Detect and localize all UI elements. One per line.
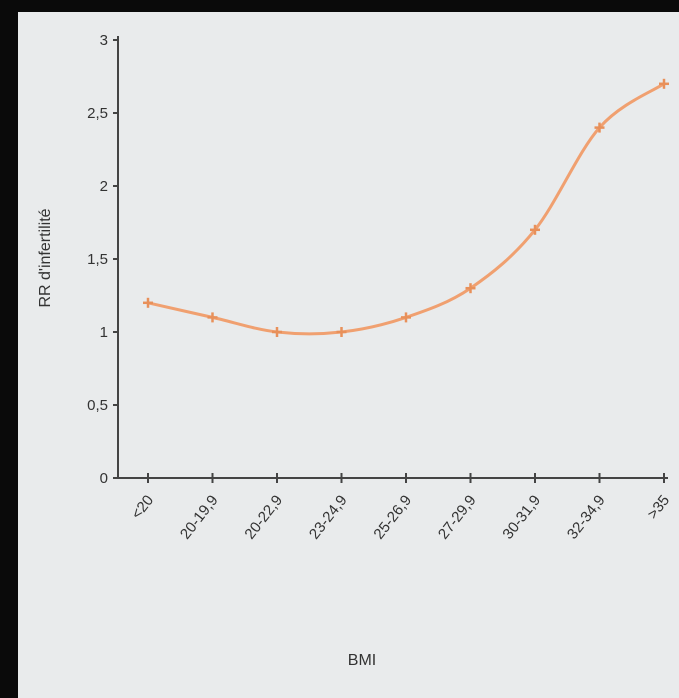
data-point (272, 327, 282, 337)
x-tick-label: 25-26,9 (370, 492, 415, 543)
x-tick-label: 20-19,9 (177, 492, 222, 543)
x-tick-label: 32-34,9 (564, 492, 609, 543)
data-point (659, 78, 669, 89)
data-point (401, 312, 411, 323)
y-tick-label: 2,5 (87, 105, 108, 122)
y-axis-title: RR d'infertilité (37, 208, 54, 307)
x-ticks: <20 20-19,9 20-22,9 23-24,9 25-26,9 27-29,9 30… (128, 473, 673, 543)
y-tick-label: 1 (100, 324, 108, 341)
x-tick-label: 30-31,9 (499, 492, 544, 543)
y-tick-label: 0,5 (87, 397, 108, 414)
y-tick-label: 1,5 (87, 251, 108, 268)
x-tick-label: 27-29,9 (435, 492, 480, 543)
x-tick-label: >35 (644, 492, 673, 523)
data-point (594, 122, 605, 133)
y-ticks: 0 0,5 1 1,5 2 2,5 3 (87, 32, 118, 487)
data-point (530, 224, 540, 235)
axes (117, 36, 668, 479)
x-tick-label: 20-22,9 (241, 492, 286, 543)
x-axis-title: BMI (348, 652, 376, 669)
data-point (465, 283, 476, 294)
series-line (146, 82, 666, 336)
data-point (336, 327, 347, 337)
y-tick-label: 0 (100, 470, 108, 487)
y-tick-label: 3 (100, 32, 108, 49)
data-point (207, 312, 218, 323)
x-tick-label: <20 (128, 492, 157, 523)
x-tick-label: 23-24,9 (306, 492, 351, 543)
data-point (143, 297, 153, 308)
series (143, 78, 669, 337)
y-tick-label: 2 (100, 178, 108, 195)
chart-panel (18, 12, 679, 698)
